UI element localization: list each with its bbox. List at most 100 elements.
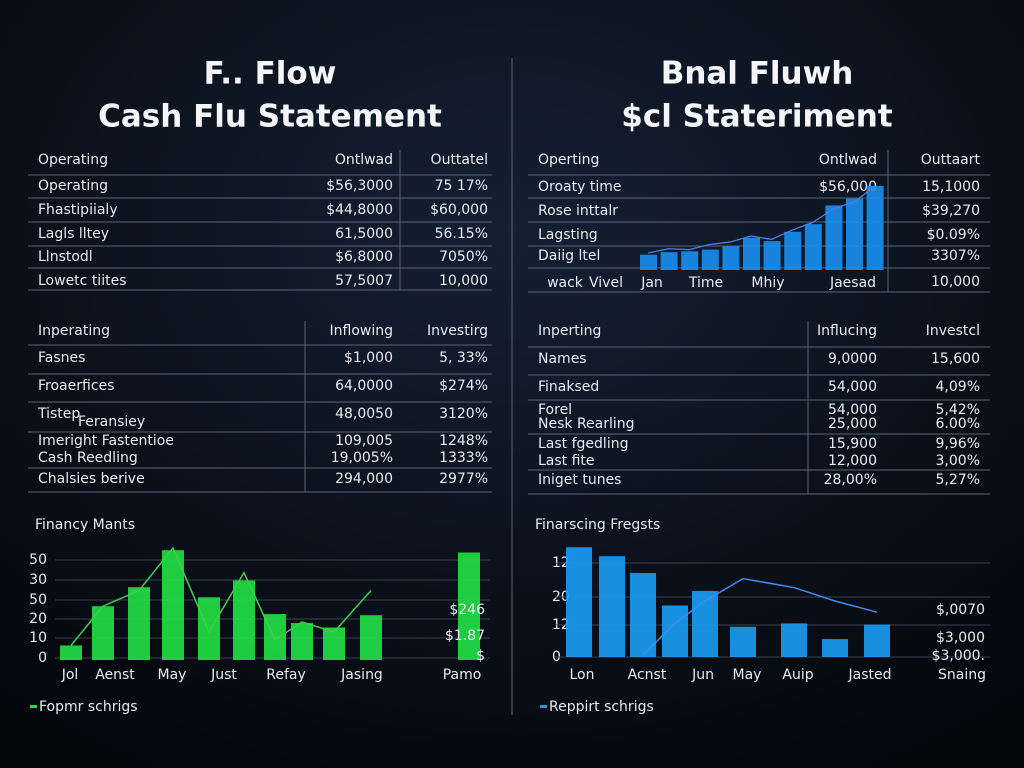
row-label: Fhastipiialy bbox=[38, 202, 118, 218]
row-label: Froaerfices bbox=[38, 378, 114, 394]
panel-title: $cl Stateriment bbox=[621, 99, 893, 135]
cell: 1248% bbox=[439, 433, 488, 449]
cell: 9,96% bbox=[936, 436, 980, 452]
bar bbox=[264, 614, 286, 660]
mini-x-label: Jan bbox=[640, 275, 663, 291]
y-tick-label: 10 bbox=[29, 630, 47, 646]
panel-title: Bnal Fluwh bbox=[661, 56, 854, 92]
cell: 64,0000 bbox=[335, 378, 393, 394]
row-label: Lagls lltey bbox=[38, 226, 109, 242]
trend-line bbox=[642, 577, 878, 656]
mini-bar bbox=[825, 205, 843, 270]
mini-bar bbox=[784, 231, 802, 270]
bar bbox=[233, 580, 255, 660]
cell: $56,000 bbox=[819, 179, 877, 195]
cell: 2977% bbox=[439, 471, 488, 487]
x-tick-label: Pamo bbox=[443, 667, 482, 683]
cell: 5,27% bbox=[936, 472, 980, 488]
bar bbox=[781, 623, 807, 657]
side-label: $ bbox=[476, 648, 485, 664]
mini-x-label: Jaesad bbox=[829, 275, 876, 291]
side-label: $3,000 bbox=[936, 630, 985, 646]
cell: 3,00% bbox=[936, 453, 980, 469]
y-tick-label: 50 bbox=[29, 592, 47, 608]
cell: 7050% bbox=[439, 249, 488, 265]
mini-bar bbox=[681, 251, 699, 270]
x-tick-label: Auip bbox=[782, 667, 813, 683]
cell: 10,000 bbox=[439, 273, 488, 289]
cell: 61,5000 bbox=[335, 226, 393, 242]
cell: 15,600 bbox=[931, 351, 980, 367]
row-label: Chalsies berive bbox=[38, 471, 145, 487]
cell: 25,000 bbox=[828, 416, 877, 432]
row-label: Lowetc tiites bbox=[38, 273, 126, 289]
bar bbox=[458, 552, 480, 660]
row-label: Last fgedling bbox=[538, 436, 628, 452]
row-label: Finaksed bbox=[538, 379, 599, 395]
cell: 109,005 bbox=[335, 433, 393, 449]
legend-swatch bbox=[30, 705, 37, 708]
table-header: Investirg bbox=[427, 323, 488, 339]
table-header: Ontlwad bbox=[819, 152, 877, 168]
table-header: Operating bbox=[38, 152, 108, 168]
bar bbox=[60, 645, 82, 660]
cell: 3120% bbox=[439, 406, 488, 422]
legend-swatch bbox=[540, 705, 547, 708]
mini-bar bbox=[804, 224, 822, 270]
mini-x-label: Vivel bbox=[589, 275, 623, 291]
bar bbox=[864, 624, 890, 657]
cell: 48,0050 bbox=[335, 406, 393, 422]
bar bbox=[291, 623, 313, 660]
mini-bar bbox=[722, 246, 740, 270]
mini-x-label: Time bbox=[688, 275, 723, 291]
table-header: Outtatel bbox=[431, 152, 488, 168]
cell: 10,000 bbox=[931, 274, 980, 290]
x-tick-label: Aenst bbox=[95, 667, 135, 683]
cell: 54,000 bbox=[828, 402, 877, 418]
cell: 15,1000 bbox=[922, 179, 980, 195]
panel-title: F.. Flow bbox=[204, 56, 337, 92]
table-header: Inflowing bbox=[330, 323, 394, 339]
x-tick-label: May bbox=[733, 667, 762, 683]
panel-title: Cash Flu Statement bbox=[98, 99, 442, 135]
row-label: Nesk Rearling bbox=[538, 416, 635, 432]
mini-bar bbox=[660, 252, 678, 270]
x-tick-label: Lon bbox=[570, 667, 595, 683]
cell: $60,000 bbox=[430, 202, 488, 218]
legend-label: Reppirt schrigs bbox=[549, 699, 654, 715]
row-label: Tistep bbox=[37, 406, 80, 422]
mini-bar bbox=[640, 254, 657, 270]
row-label: Daiig ltel bbox=[538, 248, 600, 264]
table-header: Outtaart bbox=[921, 152, 981, 168]
cell: 9,0000 bbox=[828, 351, 877, 367]
bar bbox=[566, 547, 592, 657]
row-label: Operating bbox=[38, 178, 108, 194]
trend-line bbox=[70, 546, 372, 646]
cell: 19,005% bbox=[331, 450, 393, 466]
mini-bar bbox=[763, 241, 781, 270]
table-header: Influcing bbox=[817, 323, 877, 339]
row-label: Last fite bbox=[538, 453, 595, 469]
row-label: Rose inttalr bbox=[538, 203, 618, 219]
x-tick-label: Jasted bbox=[848, 667, 892, 683]
x-tick-label: Jasing bbox=[340, 667, 383, 683]
chart-title: Financy Mants bbox=[35, 517, 135, 533]
x-tick-label: Snaing bbox=[938, 667, 986, 683]
x-tick-label: Refay bbox=[266, 667, 306, 683]
table-header: Operting bbox=[538, 152, 599, 168]
cell: 4,09% bbox=[936, 379, 980, 395]
mini-line bbox=[647, 186, 875, 254]
bar bbox=[92, 606, 114, 660]
cell: $56,3000 bbox=[326, 178, 393, 194]
row-label: Imeright Fastentioe bbox=[38, 433, 174, 449]
bar bbox=[360, 615, 382, 660]
table-header: Ontlwad bbox=[335, 152, 393, 168]
row-label: Iniget tunes bbox=[538, 472, 621, 488]
cell: $39,270 bbox=[922, 203, 980, 219]
cell: 3307% bbox=[931, 248, 980, 264]
cell: 1333% bbox=[439, 450, 488, 466]
mini-bar bbox=[846, 198, 863, 270]
cell: $6,8000 bbox=[335, 249, 393, 265]
bar bbox=[730, 626, 756, 657]
